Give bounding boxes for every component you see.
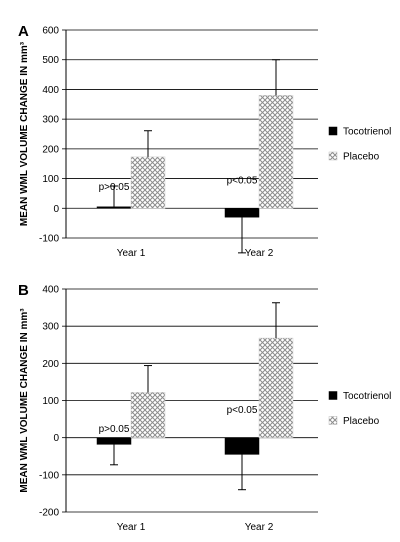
y-tick-label: -200: [39, 508, 59, 519]
y-tick-label: 100: [42, 396, 59, 407]
p-value-annotation: p<0.05: [227, 176, 258, 187]
y-tick-label: 0: [53, 433, 59, 444]
legend-label-tocotrienol: Tocotrienol: [343, 391, 391, 402]
p-value-annotation: p>0.05: [99, 182, 130, 193]
bar-tocotrienol-year-2: [224, 208, 260, 218]
legend-swatch-tocotrienol: [328, 126, 338, 136]
y-tick-label: 400: [42, 85, 59, 96]
bar-tocotrienol-year-1: [96, 206, 132, 209]
bar-placebo-year-1: [130, 156, 166, 209]
y-tick-label: 300: [42, 115, 59, 126]
legend-label-tocotrienol: Tocotrienol: [343, 127, 391, 138]
panel-letter: A: [18, 23, 29, 40]
y-tick-label: 100: [42, 174, 59, 185]
y-tick-label: -100: [39, 470, 59, 481]
p-value-annotation: p>0.05: [99, 424, 130, 435]
y-tick-label: 500: [42, 55, 59, 66]
y-axis-label: MEAN WML VOLUME CHANGE IN mm³: [19, 41, 30, 226]
x-category-label: Year 2: [245, 522, 274, 533]
legend-label-placebo: Placebo: [343, 416, 380, 427]
legend-label-placebo: Placebo: [343, 152, 380, 163]
bar-placebo-year-2: [258, 95, 294, 209]
p-value-annotation: p<0.05: [227, 405, 258, 416]
legend-swatch-placebo: [328, 416, 338, 425]
chart-panel-b: B 400 300 200 100 0 -100 -200 MEAN WML VOLUME CH…: [18, 282, 391, 533]
x-category-label: Year 1: [117, 248, 146, 259]
y-tick-label: -100: [39, 234, 59, 245]
y-tick-label: 300: [42, 322, 59, 333]
chart-panel-a: A 600 500 400 300 200 100 0 -100 MEAN WML VOLUME …: [18, 23, 391, 259]
bar-tocotrienol-year-1: [96, 437, 132, 445]
y-tick-label: 200: [42, 144, 59, 155]
y-tick-label: 0: [53, 204, 59, 215]
y-tick-label: 400: [42, 285, 59, 296]
bar-placebo-year-1: [130, 392, 166, 438]
x-category-label: Year 1: [117, 522, 146, 533]
legend-swatch-tocotrienol: [328, 391, 338, 400]
bar-placebo-year-2: [258, 337, 294, 438]
bar-tocotrienol-year-2: [224, 437, 260, 455]
y-tick-label: 600: [42, 26, 59, 37]
y-tick-label: 200: [42, 359, 59, 370]
legend-swatch-placebo: [328, 151, 338, 161]
y-axis-label: MEAN WML VOLUME CHANGE IN mm³: [19, 308, 30, 493]
x-category-label: Year 2: [245, 248, 274, 259]
panel-letter: B: [18, 282, 29, 299]
